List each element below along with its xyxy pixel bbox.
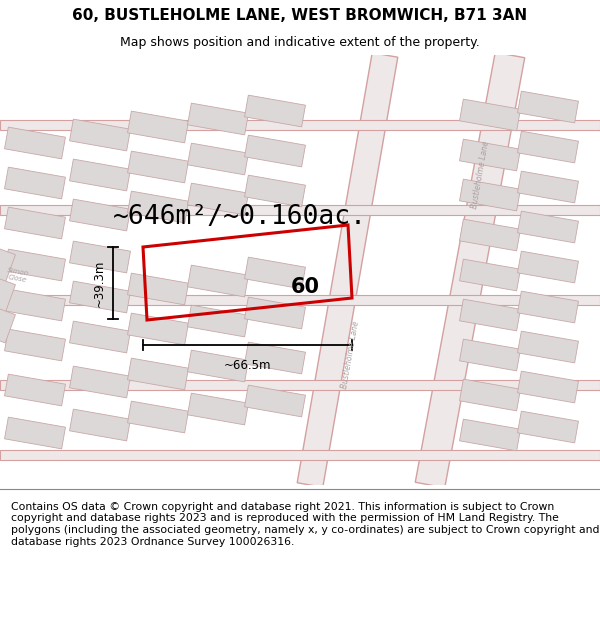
Text: ~39.3m: ~39.3m [92, 259, 106, 307]
Polygon shape [245, 297, 305, 329]
Polygon shape [460, 299, 520, 331]
Polygon shape [128, 313, 188, 345]
Polygon shape [70, 281, 130, 313]
Polygon shape [128, 273, 188, 305]
Polygon shape [245, 342, 305, 374]
Polygon shape [460, 179, 520, 211]
Polygon shape [518, 91, 578, 123]
Polygon shape [0, 450, 600, 460]
Polygon shape [0, 307, 16, 343]
Polygon shape [70, 409, 130, 441]
Polygon shape [5, 249, 65, 281]
Polygon shape [5, 374, 65, 406]
Polygon shape [0, 205, 600, 215]
Polygon shape [128, 401, 188, 433]
Polygon shape [518, 211, 578, 243]
Polygon shape [245, 175, 305, 207]
Polygon shape [5, 127, 65, 159]
Polygon shape [128, 111, 188, 143]
Polygon shape [70, 199, 130, 231]
Polygon shape [460, 219, 520, 251]
Polygon shape [5, 207, 65, 239]
Text: Map shows position and indicative extent of the property.: Map shows position and indicative extent… [120, 36, 480, 49]
Polygon shape [70, 119, 130, 151]
Polygon shape [460, 99, 520, 131]
Polygon shape [518, 251, 578, 283]
Polygon shape [70, 321, 130, 353]
Polygon shape [188, 183, 248, 215]
Polygon shape [70, 241, 130, 273]
Polygon shape [460, 139, 520, 171]
Polygon shape [245, 95, 305, 127]
Text: ~646m²/~0.160ac.: ~646m²/~0.160ac. [113, 204, 367, 230]
Polygon shape [0, 277, 16, 313]
Polygon shape [5, 167, 65, 199]
Text: Bustleholme Lane: Bustleholme Lane [340, 321, 361, 389]
Polygon shape [518, 131, 578, 163]
Polygon shape [188, 393, 248, 425]
Polygon shape [188, 103, 248, 135]
Polygon shape [245, 385, 305, 417]
Polygon shape [518, 371, 578, 403]
Polygon shape [128, 151, 188, 183]
Text: Simon
Close: Simon Close [6, 267, 30, 283]
Polygon shape [460, 379, 520, 411]
Polygon shape [518, 171, 578, 203]
Polygon shape [518, 291, 578, 323]
Polygon shape [0, 120, 600, 130]
Text: Bustleholme Lane: Bustleholme Lane [470, 141, 490, 209]
Polygon shape [245, 135, 305, 167]
Polygon shape [188, 265, 248, 297]
Polygon shape [0, 247, 16, 283]
Polygon shape [460, 419, 520, 451]
Polygon shape [5, 289, 65, 321]
Text: 60, BUSTLEHOLME LANE, WEST BROMWICH, B71 3AN: 60, BUSTLEHOLME LANE, WEST BROMWICH, B71… [73, 8, 527, 23]
Polygon shape [188, 305, 248, 337]
Polygon shape [70, 366, 130, 398]
Polygon shape [188, 143, 248, 175]
Polygon shape [297, 52, 398, 488]
Polygon shape [460, 339, 520, 371]
Polygon shape [5, 417, 65, 449]
Text: ~66.5m: ~66.5m [224, 359, 271, 372]
Polygon shape [518, 411, 578, 443]
Polygon shape [0, 295, 600, 305]
Polygon shape [128, 358, 188, 390]
Polygon shape [128, 191, 188, 223]
Polygon shape [70, 159, 130, 191]
Polygon shape [188, 350, 248, 382]
Polygon shape [0, 380, 600, 390]
Polygon shape [5, 329, 65, 361]
Polygon shape [245, 257, 305, 289]
Text: 60: 60 [290, 277, 320, 297]
Text: Contains OS data © Crown copyright and database right 2021. This information is : Contains OS data © Crown copyright and d… [11, 502, 599, 547]
Polygon shape [415, 52, 525, 488]
Polygon shape [518, 331, 578, 363]
Polygon shape [460, 259, 520, 291]
